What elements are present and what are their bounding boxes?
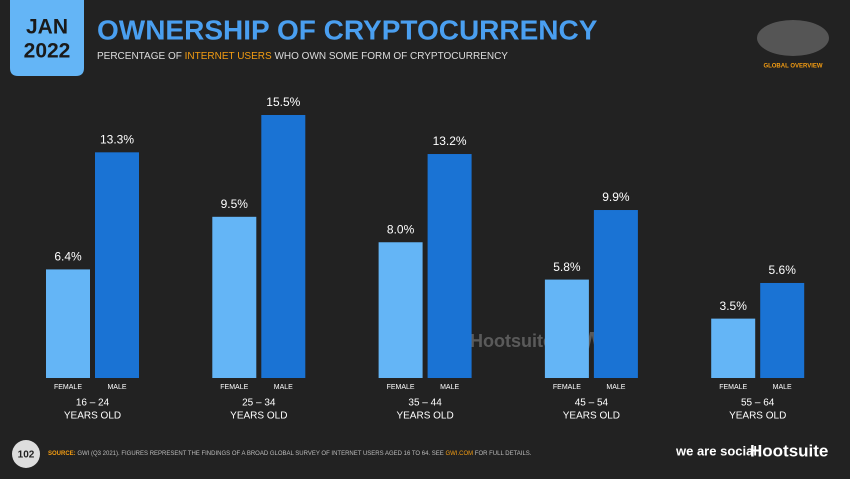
value-label: 9.9% [602, 190, 630, 204]
series-label: MALE [107, 384, 126, 391]
logo-hootsuite: Hootsuite [750, 441, 828, 460]
series-label: MALE [274, 384, 293, 391]
category-sublabel: YEARS OLD [396, 411, 453, 422]
bar [261, 115, 306, 378]
bar [544, 279, 589, 378]
page-number: 102 [18, 450, 35, 461]
world-map [757, 20, 829, 56]
subtitle-part: PERCENTAGE OF [97, 51, 185, 62]
chart-title: OWNERSHIP OF CRYPTOCURRENCY [97, 14, 598, 45]
series-label: MALE [440, 384, 459, 391]
source-label: SOURCE: [48, 451, 76, 457]
category-sublabel: YEARS OLD [230, 411, 287, 422]
value-label: 5.6% [769, 263, 797, 277]
category-sublabel: YEARS OLD [729, 411, 786, 422]
watermark: Hootsuite [470, 331, 553, 351]
value-label: 6.4% [54, 250, 82, 264]
series-label: FEMALE [387, 384, 415, 391]
category-sublabel: YEARS OLD [64, 411, 121, 422]
category-label: 25 – 34 [242, 398, 276, 409]
category-label: 16 – 24 [76, 398, 110, 409]
source: SOURCE: GWI (Q3 2021). FIGURES REPRESENT… [48, 451, 532, 457]
subtitle-part: WHO OWN SOME FORM OF CRYPTOCURRENCY [272, 51, 509, 62]
category-label: 45 – 54 [575, 398, 609, 409]
badge-month: JAN [26, 16, 68, 39]
value-label: 3.5% [720, 299, 748, 313]
series-label: MALE [606, 384, 625, 391]
bar [711, 318, 756, 378]
series-label: FEMALE [220, 384, 248, 391]
subtitle-highlight: INTERNET USERS [185, 51, 272, 62]
series-label: FEMALE [719, 384, 747, 391]
date-badge [10, 0, 84, 76]
bar [46, 269, 90, 378]
series-label: FEMALE [553, 384, 581, 391]
series-label: FEMALE [54, 384, 82, 391]
corner-label: GLOBAL OVERVIEW [763, 64, 822, 70]
value-label: 9.5% [221, 197, 249, 211]
bar [427, 154, 472, 378]
source-link: GWI.COM [445, 451, 473, 457]
source-text: FOR FULL DETAILS. [473, 451, 532, 457]
badge-year: 2022 [24, 40, 71, 63]
subtitle: PERCENTAGE OF INTERNET USERS WHO OWN SOM… [97, 51, 508, 62]
category-label: 55 – 64 [741, 398, 775, 409]
category-label: 35 – 44 [408, 398, 442, 409]
value-label: 15.5% [266, 95, 300, 109]
bar [760, 282, 805, 378]
source-text: GWI (Q3 2021). FIGURES REPRESENT THE FIN… [76, 451, 446, 457]
bar [212, 216, 257, 378]
bar [593, 210, 638, 378]
page-badge [12, 440, 40, 468]
bar [95, 152, 139, 378]
value-label: 13.2% [433, 134, 467, 148]
logo-wearesocial: we are social [675, 443, 757, 458]
value-label: 8.0% [387, 222, 415, 236]
bar [378, 242, 423, 378]
category-sublabel: YEARS OLD [563, 411, 620, 422]
value-label: 13.3% [100, 133, 134, 147]
series-label: MALE [773, 384, 792, 391]
value-label: 5.8% [553, 260, 581, 274]
